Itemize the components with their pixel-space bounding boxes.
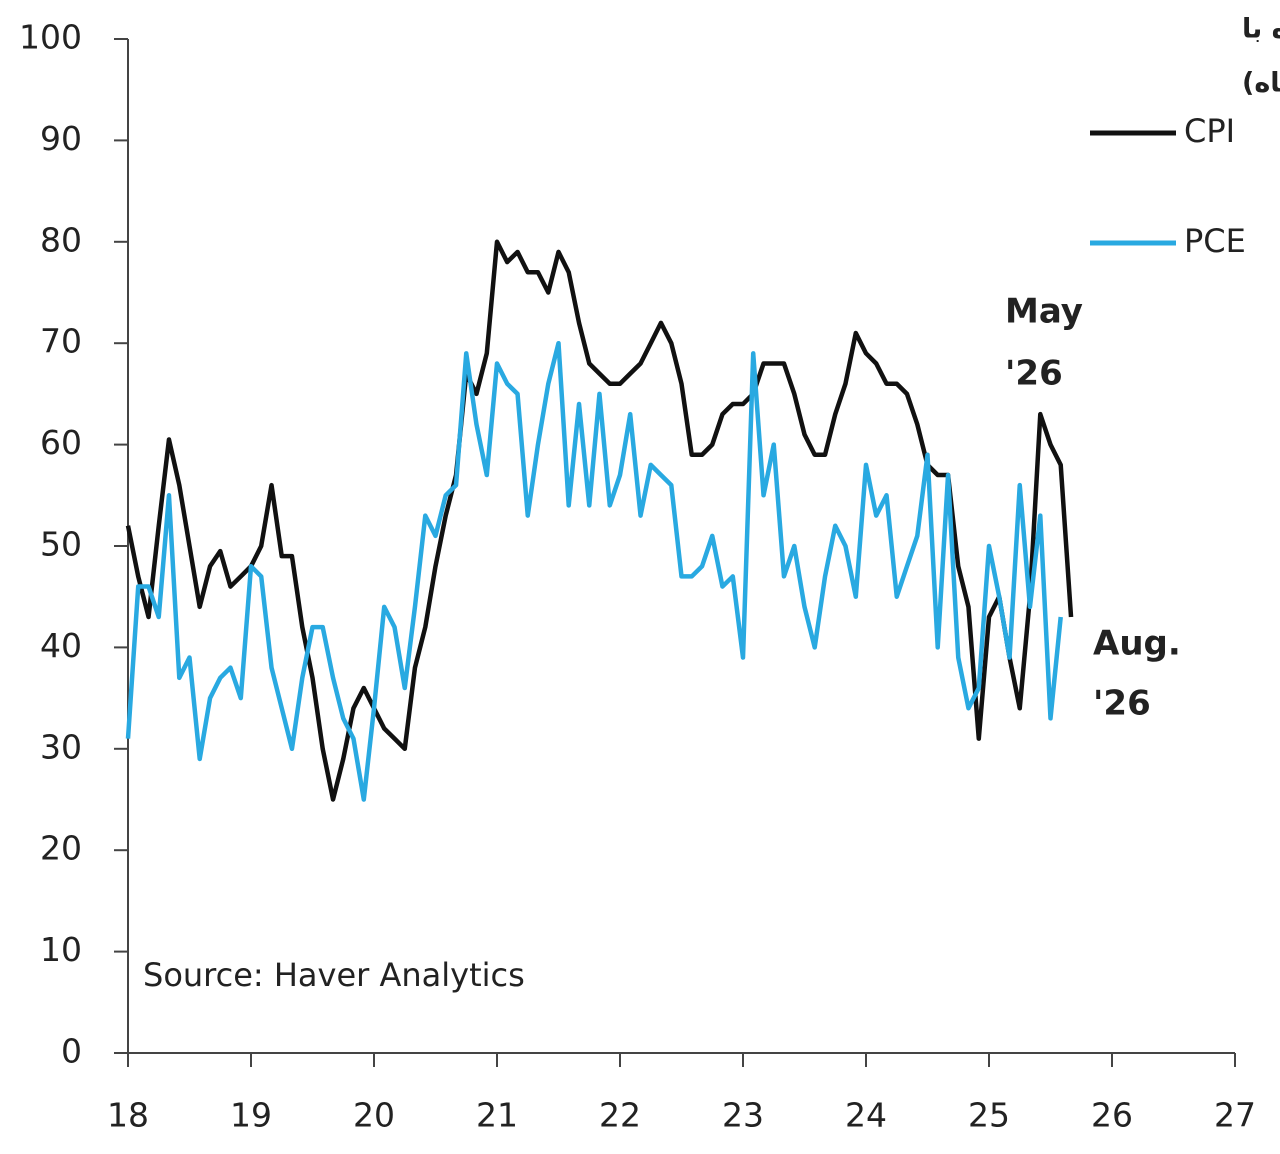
series-line bbox=[125, 239, 1074, 802]
x-tick-label: 25 bbox=[968, 1096, 1010, 1135]
legend-label: CPI bbox=[1184, 112, 1235, 150]
source: Source: Haver Analytics bbox=[143, 956, 525, 994]
x-tick-label: 20 bbox=[353, 1096, 395, 1135]
y-tick-label: 0 bbox=[61, 1032, 82, 1071]
series-line bbox=[125, 340, 1063, 802]
x-tick-label: 23 bbox=[722, 1096, 764, 1135]
y-tick-label: 10 bbox=[40, 930, 82, 969]
y-tick-label: 50 bbox=[40, 525, 82, 564]
annotation: May bbox=[1005, 292, 1083, 332]
chart-title: تورم ماهانه (ماه به ماه) بالای ۳ درصد، ب… bbox=[1242, 68, 1280, 99]
legend-label: PCE bbox=[1184, 222, 1246, 260]
y-tick-label: 20 bbox=[40, 829, 82, 868]
y-tick-label: 100 bbox=[19, 18, 82, 57]
y-tick-label: 60 bbox=[40, 423, 82, 462]
x-tick-label: 18 bbox=[107, 1096, 149, 1135]
x-tick-label: 22 bbox=[599, 1096, 641, 1135]
chart-title: وزن ترکیبی اقلام در شاخص قیمت مصرف‌کننده… bbox=[1242, 14, 1280, 45]
y-tick-label: 80 bbox=[40, 220, 82, 259]
x-tick-label: 24 bbox=[845, 1096, 887, 1135]
y-tick-label: 70 bbox=[40, 322, 82, 361]
annotation: Aug. bbox=[1093, 624, 1181, 664]
x-tick-label: 26 bbox=[1091, 1096, 1133, 1135]
x-tick-label: 21 bbox=[476, 1096, 518, 1135]
x-tick-label: 27 bbox=[1214, 1096, 1256, 1135]
y-tick-label: 40 bbox=[40, 626, 82, 665]
annotation: '26 bbox=[1005, 354, 1063, 394]
y-tick-label: 30 bbox=[40, 727, 82, 766]
annotation: '26 bbox=[1093, 684, 1151, 724]
x-tick-label: 19 bbox=[230, 1096, 272, 1135]
y-tick-label: 90 bbox=[40, 119, 82, 158]
